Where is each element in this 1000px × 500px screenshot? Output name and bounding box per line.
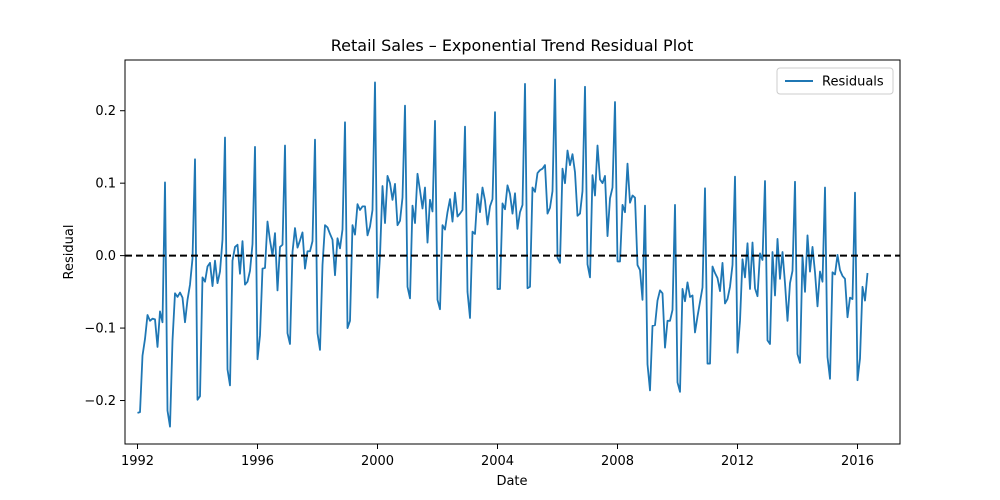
y-tick-label: 0.2	[95, 104, 116, 119]
axes-frame	[124, 59, 901, 445]
x-tick-label: 2012	[721, 454, 754, 469]
legend: Residuals	[776, 67, 894, 95]
x-tick-label: 2004	[481, 454, 514, 469]
y-tick-label: 0.0	[95, 249, 116, 264]
x-tick-label: 1992	[121, 454, 154, 469]
x-tick-label: 2008	[601, 454, 634, 469]
y-tick-label: −0.1	[84, 322, 116, 337]
legend-label-residuals: Residuals	[822, 75, 884, 90]
x-tick-label: 2016	[841, 454, 874, 469]
chart-title: Retail Sales – Exponential Trend Residua…	[331, 36, 693, 55]
y-axis-label: Residual	[62, 225, 77, 280]
legend-box	[776, 67, 894, 95]
series-line-residuals	[137, 78, 869, 428]
x-tick-label: 2000	[361, 454, 394, 469]
x-tick-label: 1996	[241, 454, 274, 469]
y-tick-label: 0.1	[95, 177, 116, 192]
y-tick-label: −0.2	[84, 394, 116, 409]
x-axis-label: Date	[496, 474, 527, 489]
